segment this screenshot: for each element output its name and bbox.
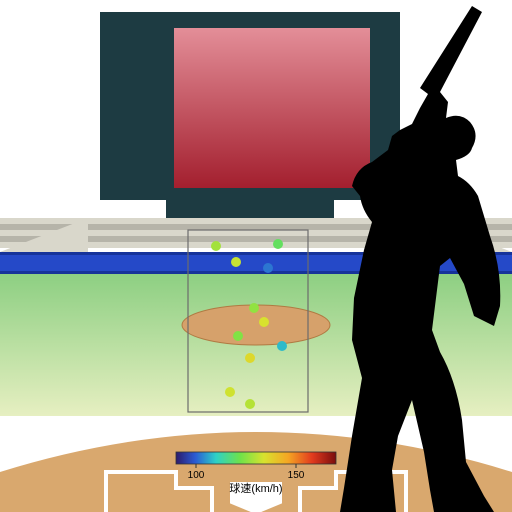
colorbar-tick-label: 150	[288, 470, 305, 481]
pitch-point	[259, 317, 269, 327]
pitch-point	[231, 257, 241, 267]
scoreboard-screen	[174, 28, 370, 188]
pitch-point	[277, 341, 287, 351]
colorbar	[176, 452, 336, 464]
pitch-point	[225, 387, 235, 397]
pitch-point	[245, 399, 255, 409]
pitch-point	[273, 239, 283, 249]
colorbar-tick-label: 100	[188, 470, 205, 481]
pitch-point	[263, 263, 273, 273]
pitch-point	[211, 241, 221, 251]
pitch-point	[249, 303, 259, 313]
pitch-point	[233, 331, 243, 341]
pitch-point	[245, 353, 255, 363]
colorbar-label: 球速(km/h)	[229, 481, 282, 495]
